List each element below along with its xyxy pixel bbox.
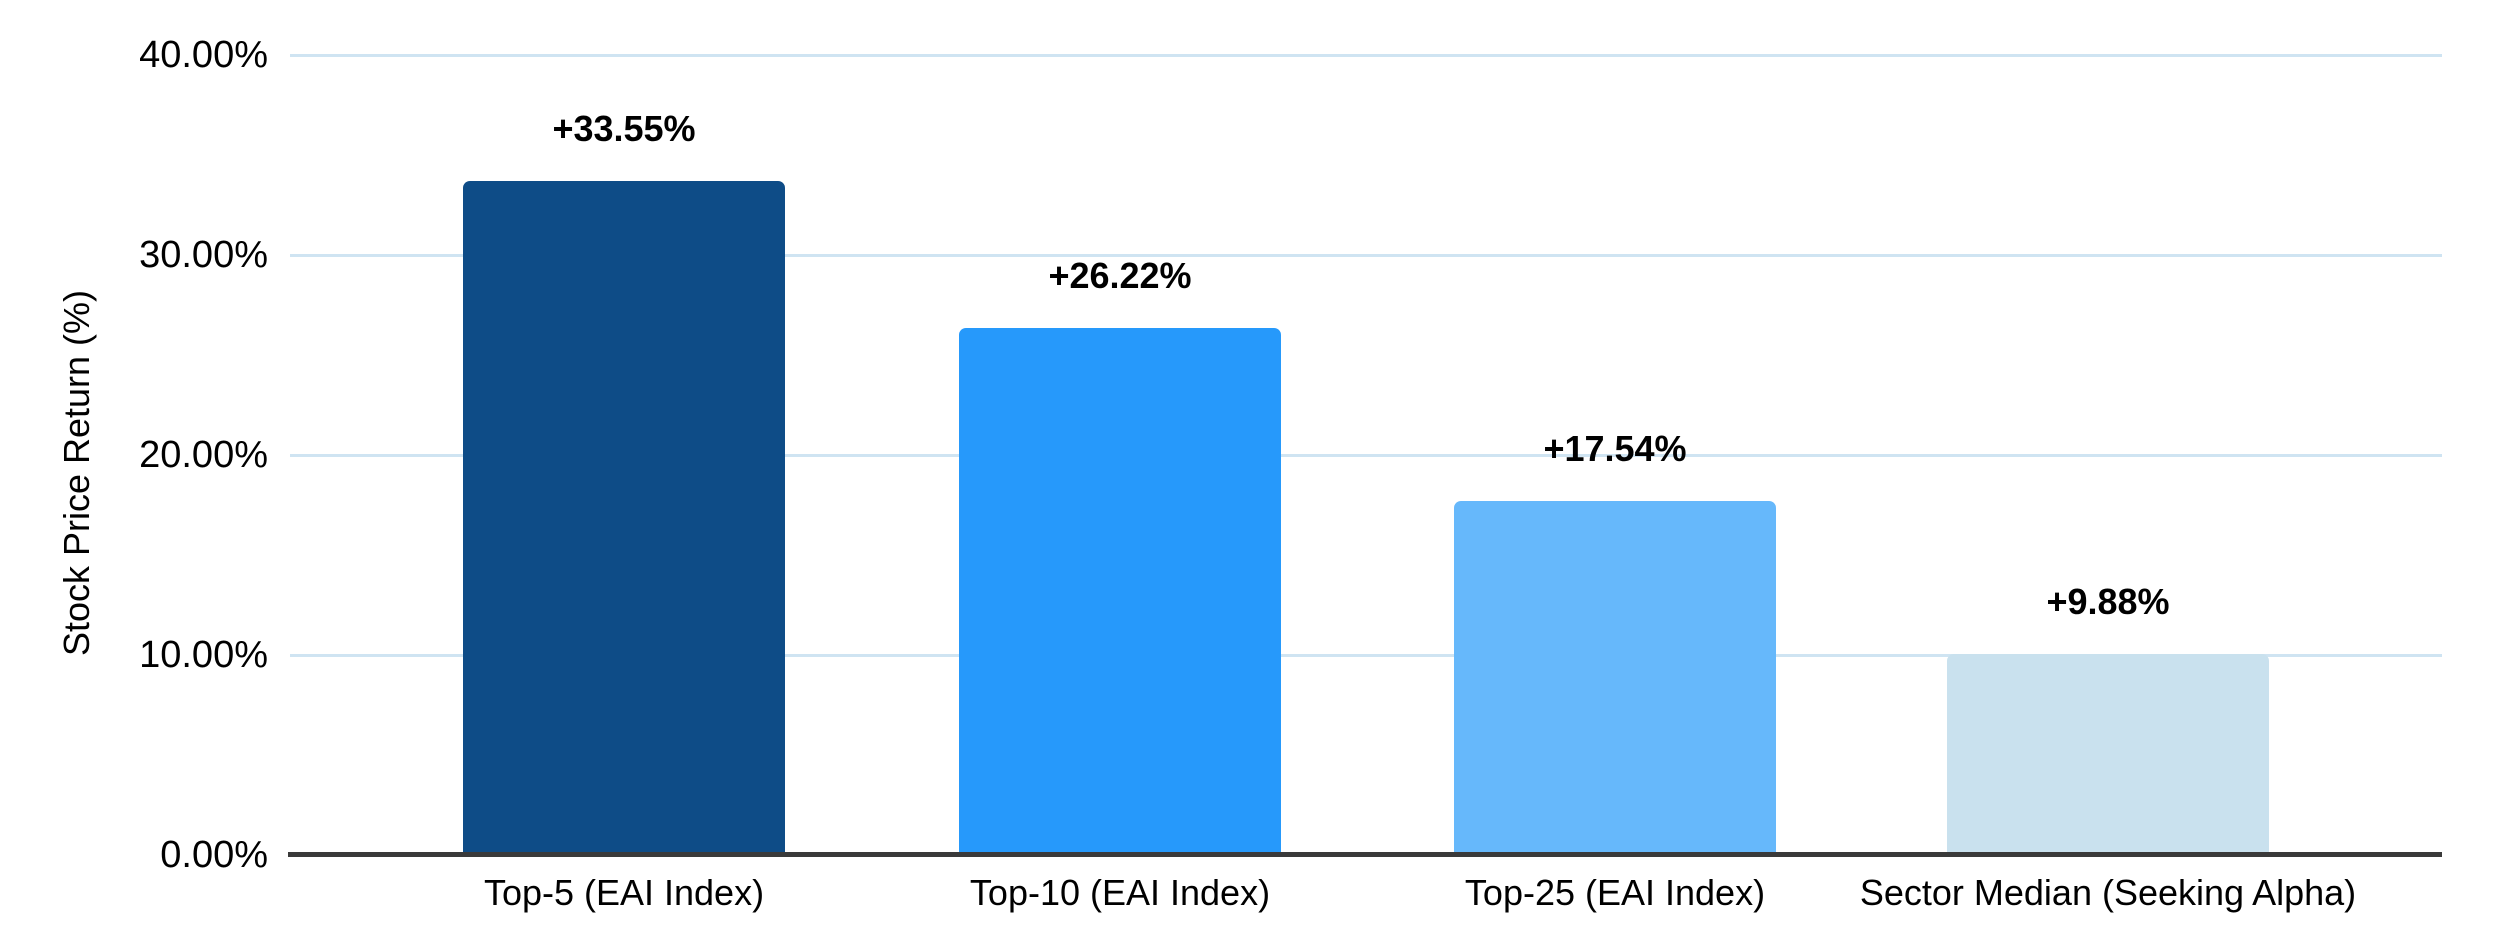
y-tick-label: 40.00% (139, 34, 268, 76)
category-label: Top-10 (EAI Index) (969, 872, 1271, 913)
bar-value-label: +17.54% (1543, 428, 1687, 469)
bar (959, 328, 1281, 852)
gridline-10 (290, 654, 2442, 657)
x-axis-line (288, 852, 2442, 857)
gridline-20 (290, 454, 2442, 457)
gridline-40 (290, 54, 2442, 57)
y-tick-label: 20.00% (139, 434, 268, 476)
bar-value-label: +9.88% (2046, 581, 2170, 622)
bar-value-label: +33.55% (552, 108, 696, 149)
category-label: Sector Median (Seeking Alpha) (1859, 872, 2357, 913)
y-tick-label: 10.00% (139, 634, 268, 676)
bar (463, 181, 785, 852)
gridline-30 (290, 254, 2442, 257)
bar-value-label: +26.22% (1048, 255, 1192, 296)
bar (1454, 501, 1776, 852)
category-label: Top-5 (EAI Index) (483, 872, 765, 913)
plot-area: +33.55% Top-5 (EAI Index) +26.22% Top-10… (288, 0, 2442, 936)
y-tick-label: 30.00% (139, 234, 268, 276)
y-tick-label: 0.00% (160, 834, 268, 876)
category-label: Top-25 (EAI Index) (1464, 872, 1766, 913)
bar (1947, 654, 2269, 852)
